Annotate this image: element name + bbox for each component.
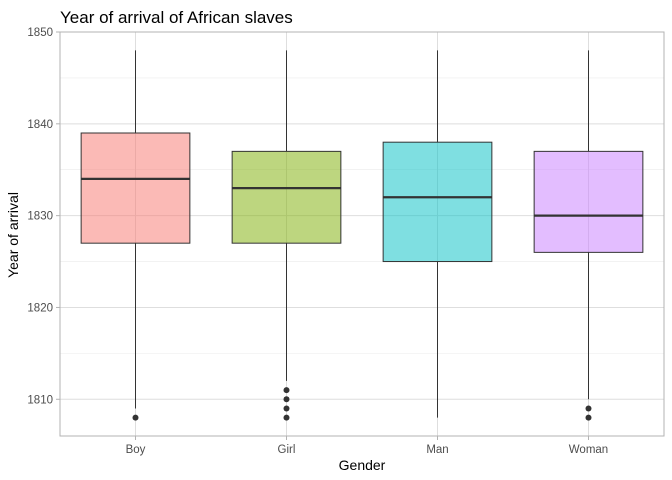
x-tick-label: Girl — [278, 444, 296, 456]
x-axis-title: Gender — [339, 457, 386, 473]
x-tick-label: Man — [426, 444, 448, 456]
y-tick-label: 1840 — [27, 119, 53, 131]
x-tick-label: Woman — [569, 444, 608, 456]
outlier-point — [585, 405, 592, 412]
box-man — [382, 50, 493, 418]
outlier-point — [132, 414, 139, 421]
panel-border — [59, 31, 665, 437]
y-tick-label: 1820 — [27, 302, 53, 314]
y-tick-label: 1830 — [27, 211, 53, 223]
y-tick-label: 1810 — [27, 394, 53, 406]
outlier-point — [283, 387, 290, 394]
outlier-point — [585, 414, 592, 421]
box-girl — [231, 50, 342, 421]
box-rect — [382, 141, 493, 263]
box-rect — [80, 132, 191, 244]
outlier-point — [283, 405, 290, 412]
box-rect — [231, 150, 342, 244]
plot-panel: 1810 1820 1830 1840 1850 Boy Girl Man Woman — [27, 27, 665, 456]
box-rect — [533, 150, 644, 253]
chart-title: Year of arrival of African slaves — [60, 8, 293, 27]
y-axis-title: Year of arrival — [5, 192, 21, 278]
x-tick-label: Boy — [126, 444, 146, 456]
outlier-point — [283, 396, 290, 403]
outlier-point — [283, 414, 290, 421]
box-woman — [533, 50, 644, 421]
box-boy — [80, 50, 191, 421]
y-tick-label: 1850 — [27, 27, 53, 39]
